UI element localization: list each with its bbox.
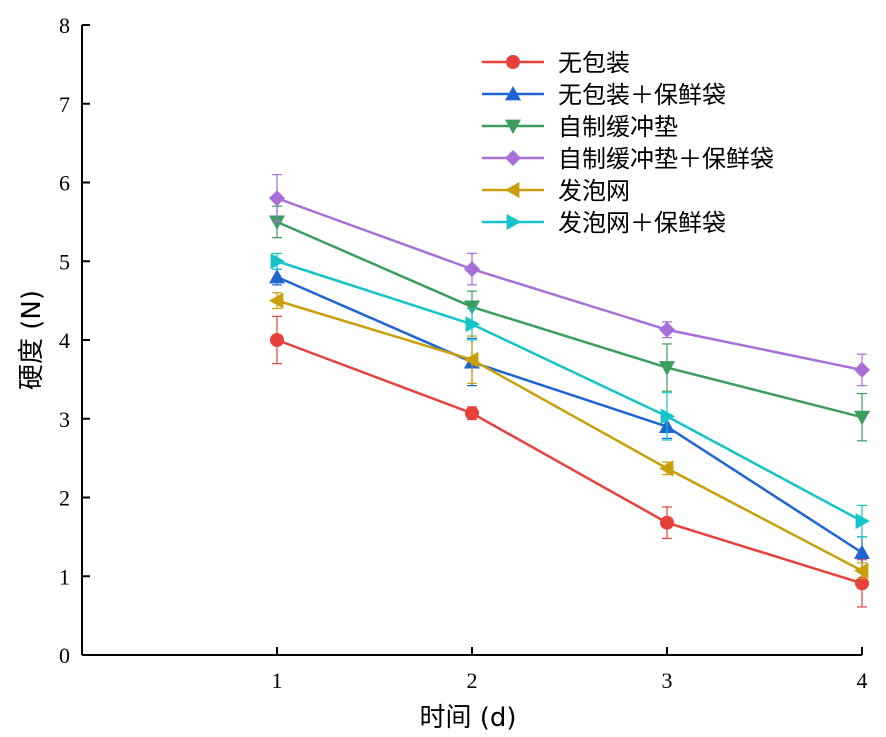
y-tick-label: 4	[59, 328, 70, 353]
legend-swatch-marker	[506, 55, 520, 69]
y-axis-title: 硬度 (N)	[17, 290, 47, 390]
legend-swatch-marker	[505, 182, 520, 198]
legend-item-2: 无包装＋保鲜袋	[482, 81, 726, 109]
data-point	[659, 460, 674, 477]
y-tick-label: 6	[59, 171, 70, 196]
series-line	[276, 260, 863, 523]
series-line	[276, 220, 863, 419]
y-tick-label: 1	[59, 564, 70, 589]
y-tick-label: 0	[59, 643, 70, 668]
legend-swatch-marker	[505, 119, 521, 134]
x-tick-label: 3	[662, 668, 673, 693]
data-point	[270, 253, 285, 270]
legend-item-3: 自制缓冲垫	[482, 113, 678, 141]
legend-label: 自制缓冲垫	[558, 113, 678, 141]
y-tick-label: 8	[59, 13, 70, 38]
data-point	[660, 408, 675, 425]
data-point	[854, 544, 870, 560]
data-point	[269, 215, 285, 230]
data-point	[854, 410, 870, 426]
y-tick-label: 3	[59, 407, 70, 432]
data-point	[659, 321, 675, 338]
data-point	[464, 300, 480, 315]
x-axis-title: 时间 (d)	[419, 703, 516, 733]
legend-label: 无包装＋保鲜袋	[558, 81, 726, 109]
y-tick-label: 7	[59, 92, 70, 117]
legend-label: 无包装	[558, 49, 630, 77]
series-1	[270, 315, 869, 608]
series-2	[269, 268, 870, 569]
legend-item-5: 发泡网	[482, 177, 630, 205]
y-tick-label: 5	[59, 249, 70, 274]
data-point	[269, 269, 285, 284]
legend-item-4: 自制缓冲垫＋保鲜袋	[482, 145, 774, 173]
series-line	[276, 299, 863, 572]
y-tick-label: 2	[59, 486, 70, 511]
legend-swatch-marker	[505, 86, 521, 101]
series-6	[270, 252, 870, 538]
data-point	[465, 316, 480, 333]
data-point	[854, 562, 869, 579]
legend-label: 发泡网	[558, 177, 630, 205]
data-point	[269, 190, 285, 207]
legend-label: 发泡网＋保鲜袋	[558, 209, 726, 237]
data-point	[660, 515, 674, 530]
legend-swatch-marker	[505, 150, 521, 166]
series-line	[276, 338, 863, 585]
data-point	[855, 576, 869, 591]
x-tick-label: 4	[857, 668, 868, 693]
series-line	[276, 197, 863, 372]
legend-item-6: 发泡网＋保鲜袋	[482, 209, 726, 237]
data-point	[464, 261, 480, 278]
data-point	[855, 513, 870, 530]
legend-label: 自制缓冲垫＋保鲜袋	[558, 145, 774, 173]
series-layer	[269, 174, 870, 608]
data-point	[465, 406, 479, 421]
axes: 0 1 2 3 4 5 6 7 8 1 2 3 4	[59, 13, 868, 693]
x-tick-label: 1	[272, 668, 283, 693]
data-point	[659, 361, 675, 376]
series-5	[269, 292, 869, 580]
legend-item-1: 无包装	[482, 49, 630, 77]
series-3	[269, 205, 870, 442]
data-point	[464, 351, 479, 368]
data-point	[269, 292, 284, 309]
data-point	[270, 333, 284, 347]
series-line	[276, 275, 863, 554]
x-tick-label: 2	[467, 668, 478, 693]
legend-swatch-marker	[506, 214, 521, 230]
data-point	[854, 361, 870, 378]
series-4	[269, 174, 870, 387]
